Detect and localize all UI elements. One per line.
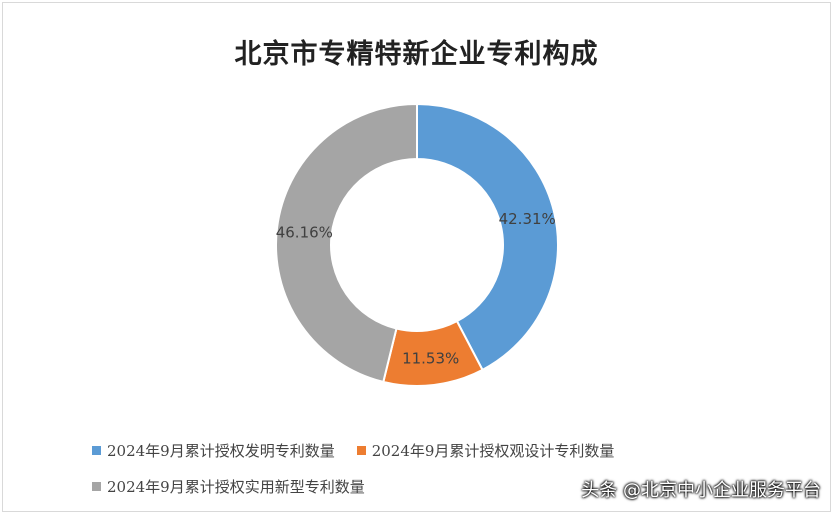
legend-swatch	[92, 445, 101, 455]
slice-data-label: 11.53%	[402, 350, 459, 368]
slice-data-label: 46.16%	[276, 223, 333, 241]
legend-swatch	[356, 445, 366, 455]
legend-label: 2024年9月累计授权实用新型专利数量	[107, 477, 365, 496]
donut-slice	[416, 102, 559, 372]
legend-label: 2024年9月累计授权观设计专利数量	[371, 441, 615, 460]
legend-item-utility-model: 2024年9月累计授权实用新型专利数量	[92, 476, 365, 497]
chart-title: 北京市专精特新企业专利构成	[234, 39, 599, 70]
legend-item-invention: 2024年9月累计授权发明专利数量	[92, 440, 335, 461]
chart-legend: 2024年9月累计授权发明专利数量 2024年9月累计授权观设计专利数量 202…	[92, 438, 792, 510]
watermark: 头条 @北京中小企业服务平台	[581, 480, 821, 501]
legend-item-design: 2024年9月累计授权观设计专利数量	[356, 440, 615, 461]
legend-row: 2024年9月累计授权发明专利数量 2024年9月累计授权观设计专利数量	[92, 438, 792, 462]
legend-row: 2024年9月累计授权实用新型专利数量	[92, 474, 792, 498]
slice-data-label: 42.31%	[499, 210, 556, 228]
donut-slice	[275, 102, 418, 384]
legend-swatch	[92, 481, 101, 491]
legend-label: 2024年9月累计授权发明专利数量	[107, 441, 335, 460]
